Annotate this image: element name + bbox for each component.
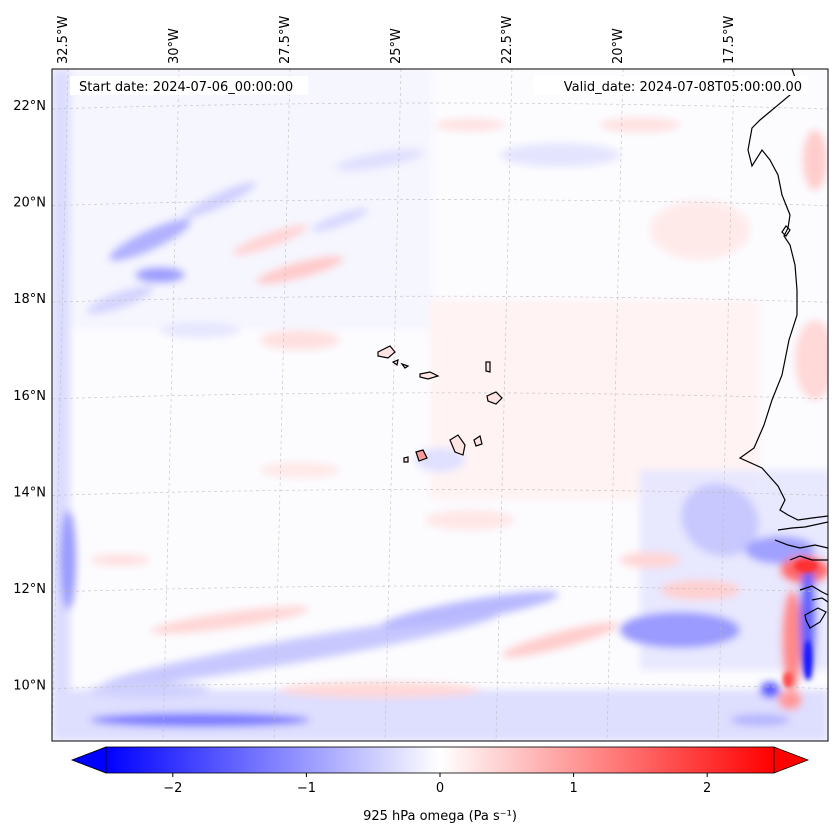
colorbar-tick-label: 0 — [436, 781, 444, 796]
parallel-line — [52, 295, 828, 303]
meridian-line — [273, 69, 291, 741]
parallel-line — [52, 682, 828, 689]
colorbar-bar — [105, 746, 775, 774]
meridian-line — [495, 69, 513, 741]
coastline — [738, 69, 828, 629]
graticule — [52, 69, 828, 741]
meridian-line — [384, 69, 402, 741]
colorbar: −2 −1 0 1 2 925 hPa omega (Pa s⁻¹) — [70, 746, 810, 824]
colorbar-tick-label: 2 — [703, 781, 711, 796]
colorbar-label: 925 hPa omega (Pa s⁻¹) — [363, 809, 517, 824]
colorbar-tick-label: 1 — [569, 781, 577, 796]
meridian-line — [162, 69, 180, 741]
lon-tick-label: 30°W — [167, 28, 182, 64]
parallel-line — [52, 489, 828, 496]
valid-date-label: Valid_date: 2024-07-08T05:00:00.00 — [564, 80, 802, 95]
meridian-line — [52, 69, 69, 741]
lat-tick-label: 10°N — [13, 679, 46, 694]
lat-tick-label: 14°N — [13, 485, 46, 500]
colorbar-tick-label: −2 — [163, 781, 182, 796]
lat-tick-label: 18°N — [13, 292, 46, 307]
lat-tick-label: 12°N — [13, 582, 46, 597]
parallel-line — [52, 585, 828, 593]
colorbar-extend-max — [773, 746, 810, 774]
lon-tick-label: 32.5°W — [56, 16, 71, 64]
longitude-labels: 32.5°W 30°W 27.5°W 25°W 22.5°W 20°W 17.5°W — [56, 16, 737, 64]
parallel-line — [52, 102, 828, 110]
meridian-line — [606, 69, 624, 741]
parallel-line — [52, 392, 828, 400]
map-frame — [51, 68, 829, 742]
lon-tick-label: 17.5°W — [722, 16, 737, 64]
start-date-label: Start date: 2024-07-06_00:00:00 — [79, 80, 293, 95]
lon-tick-label: 22.5°W — [500, 16, 515, 64]
map-panel: Start date: 2024-07-06_00:00:00 Valid_da… — [52, 69, 828, 741]
lat-tick-label: 22°N — [13, 99, 46, 114]
lon-tick-label: 20°W — [611, 28, 626, 64]
lon-tick-label: 27.5°W — [278, 16, 293, 64]
colorbar-tick-label: −1 — [297, 781, 316, 796]
colorbar-extend-min — [70, 746, 107, 774]
cabo-verde-islands — [377, 345, 503, 463]
meridian-line — [717, 69, 735, 741]
parallel-line — [52, 199, 828, 206]
latitude-labels: 22°N 20°N 18°N 16°N 14°N 12°N 10°N — [13, 99, 46, 694]
lat-tick-label: 20°N — [13, 196, 46, 211]
lat-tick-label: 16°N — [13, 389, 46, 404]
omega-field-detail — [783, 559, 818, 688]
lon-tick-label: 25°W — [389, 28, 404, 64]
